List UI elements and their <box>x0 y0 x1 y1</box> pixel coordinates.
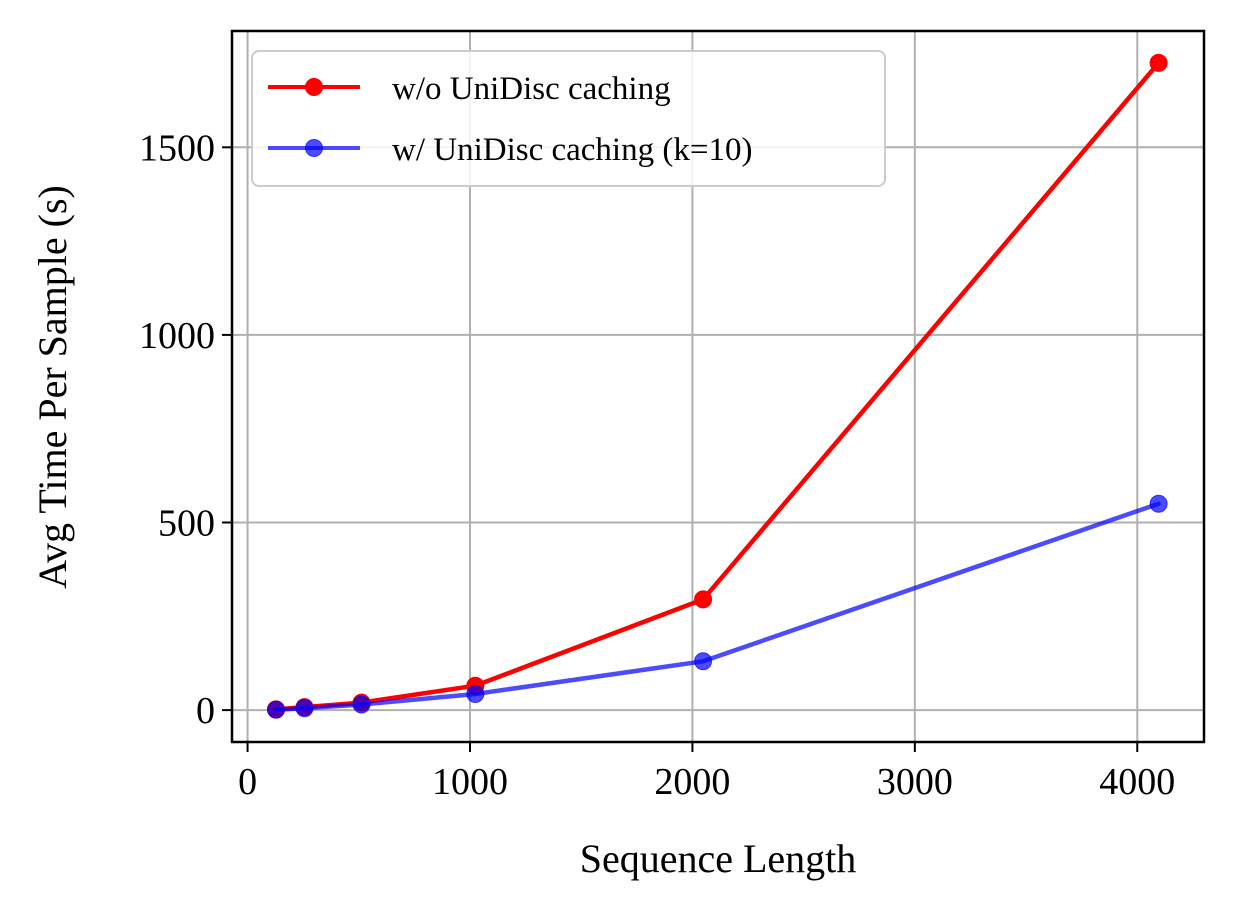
y-axis-title: Avg Time Per Sample (s) <box>30 185 75 589</box>
legend-label-w-caching: w/ UniDisc caching (k=10) <box>392 132 752 168</box>
x-axis-title: Sequence Length <box>580 836 857 881</box>
legend-label-wo-caching: w/o UniDisc caching <box>392 71 671 107</box>
data-point-w-caching <box>1149 494 1168 513</box>
series-lines <box>267 53 1168 719</box>
axis-ticks: 0 1000 2000 3000 4000 0 500 1000 1500 <box>139 127 1175 803</box>
x-tick-label: 3000 <box>877 761 953 803</box>
y-tick-label: 1500 <box>139 127 215 169</box>
y-tick-label: 0 <box>196 690 215 732</box>
series-line-w-caching <box>273 501 1161 712</box>
data-point-wo-caching <box>694 590 713 609</box>
x-tick-label: 0 <box>238 761 257 803</box>
data-point-w-caching <box>295 699 314 718</box>
data-point-w-caching <box>352 695 371 714</box>
legend-marker-wo-caching <box>305 78 323 96</box>
x-tick-label: 2000 <box>654 761 730 803</box>
y-tick-label: 1000 <box>139 315 215 357</box>
legend-box <box>251 50 886 187</box>
x-tick-label: 1000 <box>432 761 508 803</box>
data-point-wo-caching <box>1149 53 1168 72</box>
data-point-w-caching <box>694 652 713 671</box>
x-tick-label: 4000 <box>1099 761 1175 803</box>
data-point-w-caching <box>466 685 485 703</box>
legend-marker-w-caching <box>305 139 323 157</box>
y-tick-label: 500 <box>158 503 215 545</box>
plot-area-frame <box>230 29 1206 744</box>
legend: w/o UniDisc caching w/ UniDisc caching (… <box>251 50 886 187</box>
data-point-w-caching <box>267 700 285 719</box>
